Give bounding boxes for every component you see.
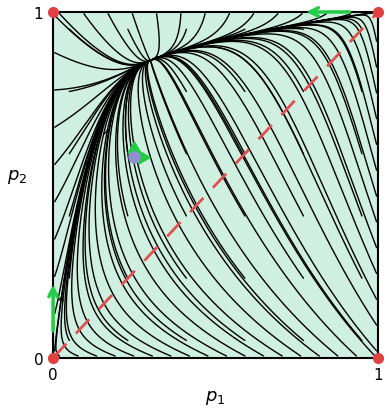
Y-axis label: $p_2$: $p_2$ — [7, 167, 27, 185]
X-axis label: $p_1$: $p_1$ — [206, 388, 226, 406]
